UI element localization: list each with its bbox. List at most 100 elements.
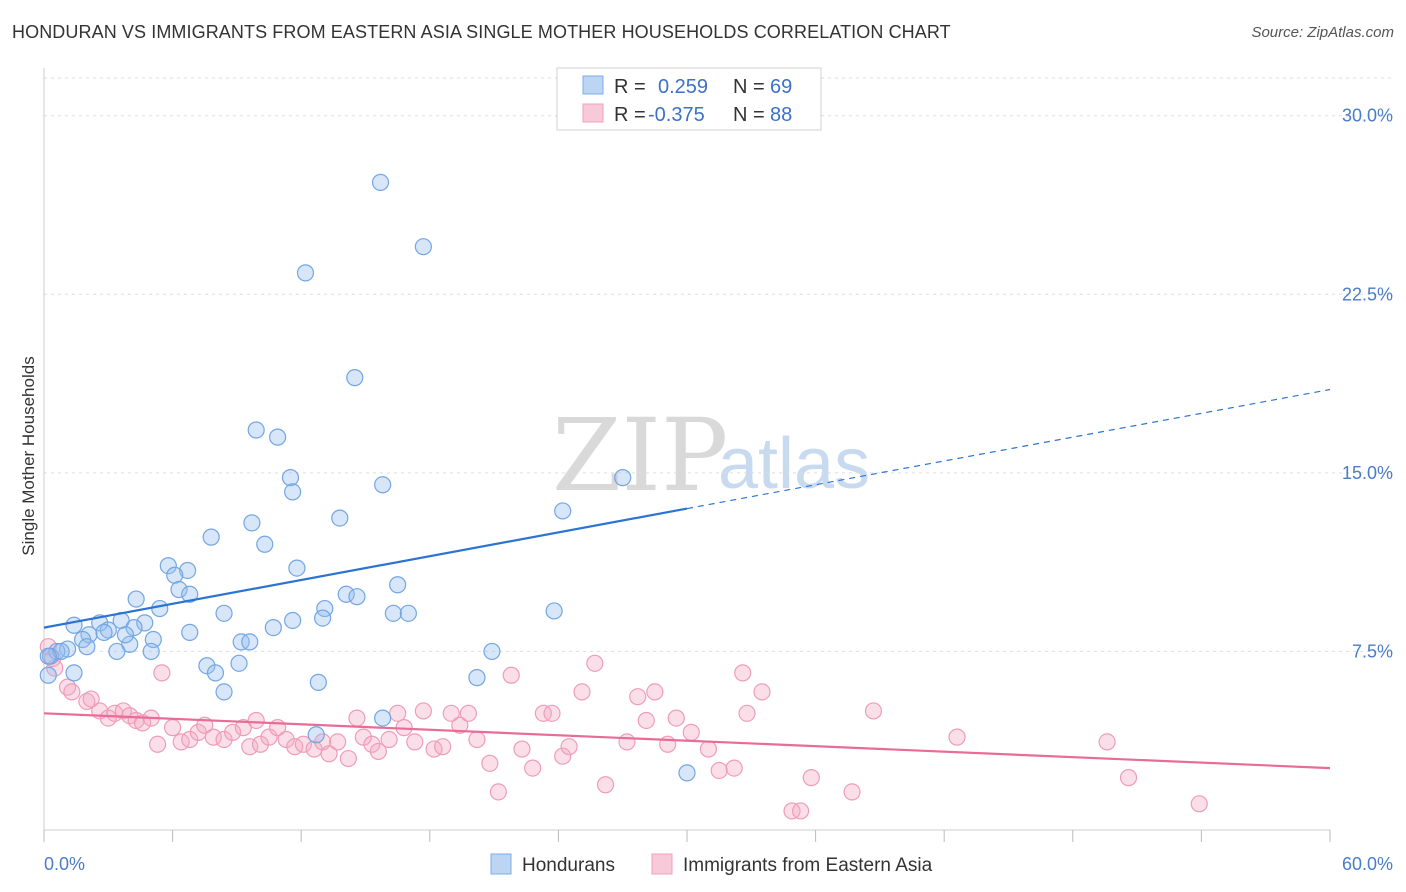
data-point-immigrants bbox=[260, 728, 278, 746]
data-point-immigrants bbox=[63, 683, 81, 701]
data-point-immigrants bbox=[82, 690, 100, 708]
bottom-legend-immigrants: Immigrants from Eastern Asia bbox=[683, 855, 933, 876]
data-point-immigrants bbox=[543, 704, 561, 722]
data-point-hondurans bbox=[52, 642, 70, 661]
trendline-immigrants bbox=[43, 712, 1331, 770]
data-point-immigrants bbox=[224, 723, 242, 741]
data-point-hondurans bbox=[230, 654, 248, 672]
data-point-immigrants bbox=[241, 738, 259, 756]
data-point-hondurans bbox=[389, 576, 407, 594]
gridlines bbox=[44, 77, 1393, 652]
legend-n-label-2: N = bbox=[733, 104, 765, 126]
data-point-immigrants bbox=[699, 740, 718, 758]
data-point-hondurans bbox=[243, 514, 261, 532]
data-point-hondurans bbox=[206, 664, 225, 682]
data-point-hondurans bbox=[39, 647, 57, 665]
data-point-hondurans bbox=[309, 673, 327, 691]
data-point-immigrants bbox=[247, 711, 265, 730]
data-point-immigrants bbox=[354, 728, 372, 746]
trendlines bbox=[43, 388, 1331, 770]
bottom-legend-hondurans: Hondurans bbox=[522, 855, 615, 876]
data-point-hondurans bbox=[346, 369, 364, 387]
legend-n-value-2: 88 bbox=[770, 104, 792, 126]
data-point-immigrants bbox=[791, 802, 810, 820]
bottom-legend-swatch-hondurans bbox=[490, 853, 512, 875]
data-point-immigrants bbox=[864, 702, 883, 720]
data-point-immigrants bbox=[1098, 733, 1116, 751]
data-point-hondurans bbox=[614, 469, 632, 487]
data-point-hondurans bbox=[65, 664, 83, 682]
data-point-immigrants bbox=[369, 742, 387, 761]
data-point-immigrants bbox=[554, 747, 572, 765]
data-point-immigrants bbox=[753, 683, 771, 701]
data-point-hondurans bbox=[374, 709, 392, 727]
data-point-immigrants bbox=[560, 738, 578, 756]
data-point-immigrants bbox=[442, 704, 460, 722]
data-point-immigrants bbox=[389, 704, 407, 722]
data-point-hondurans bbox=[414, 238, 432, 256]
data-point-hondurans bbox=[314, 609, 332, 627]
data-point-immigrants bbox=[434, 738, 452, 756]
data-point-immigrants bbox=[339, 749, 357, 768]
data-point-immigrants bbox=[294, 735, 312, 753]
axes bbox=[43, 68, 1331, 842]
data-point-hondurans bbox=[269, 428, 287, 446]
data-point-hondurans bbox=[281, 469, 300, 487]
data-point-hondurans bbox=[179, 561, 197, 580]
data-point-hondurans bbox=[202, 528, 220, 546]
y-tick-label: 7.5% bbox=[1352, 641, 1393, 661]
source-label: Source: ZipAtlas.com bbox=[1251, 24, 1394, 41]
data-point-hondurans bbox=[256, 535, 274, 553]
data-point-hondurans bbox=[371, 173, 390, 191]
data-point-hondurans bbox=[678, 764, 696, 782]
data-point-immigrants bbox=[948, 728, 966, 746]
series-legend: Hondurans Immigrants from Eastern Asia bbox=[490, 853, 933, 876]
data-point-immigrants bbox=[725, 759, 743, 777]
data-point-hondurans bbox=[288, 559, 306, 577]
data-point-hondurans bbox=[127, 590, 145, 608]
data-point-immigrants bbox=[734, 664, 752, 682]
data-point-hondurans bbox=[65, 616, 83, 634]
data-point-immigrants bbox=[320, 745, 338, 763]
data-point-immigrants bbox=[215, 730, 233, 749]
y-tick-labels: 7.5% 15.0% 22.5% 30.0% bbox=[1342, 106, 1393, 662]
series-hondurans bbox=[39, 173, 696, 782]
x-tick-label-start: 0.0% bbox=[44, 854, 85, 874]
data-point-immigrants bbox=[489, 783, 507, 801]
data-point-immigrants bbox=[524, 759, 542, 777]
data-point-immigrants bbox=[481, 754, 499, 772]
data-point-hondurans bbox=[116, 626, 135, 644]
legend-swatch-hondurans bbox=[582, 75, 604, 95]
data-point-hondurans bbox=[307, 726, 325, 744]
data-point-immigrants bbox=[329, 733, 347, 751]
legend-n-value-1: 69 bbox=[770, 76, 792, 98]
data-point-immigrants bbox=[1190, 795, 1208, 813]
data-point-hondurans bbox=[399, 604, 417, 622]
data-point-hondurans bbox=[136, 614, 154, 632]
trendline-hondurans-projection bbox=[686, 388, 1331, 510]
data-point-hondurans bbox=[181, 585, 199, 603]
data-point-immigrants bbox=[164, 719, 182, 737]
data-point-immigrants bbox=[502, 666, 520, 684]
data-point-hondurans bbox=[39, 666, 57, 684]
data-point-hondurans bbox=[284, 611, 302, 630]
data-point-immigrants bbox=[710, 761, 728, 780]
data-point-immigrants bbox=[348, 709, 366, 727]
data-point-immigrants bbox=[618, 733, 636, 751]
data-point-hondurans bbox=[215, 604, 233, 622]
y-tick-label: 22.5% bbox=[1342, 284, 1393, 304]
data-point-immigrants bbox=[181, 730, 199, 749]
y-tick-label: 15.0% bbox=[1342, 463, 1393, 483]
data-point-hondurans bbox=[545, 602, 563, 620]
data-point-immigrants bbox=[277, 730, 295, 749]
data-point-hondurans bbox=[374, 476, 392, 494]
data-point-hondurans bbox=[331, 509, 349, 527]
data-point-immigrants bbox=[573, 683, 591, 701]
correlation-legend: R = 0.259 N = 69 R = -0.375 N = 88 bbox=[556, 67, 822, 131]
data-point-immigrants bbox=[414, 702, 432, 720]
data-point-hondurans bbox=[483, 642, 501, 661]
data-point-immigrants bbox=[629, 688, 647, 706]
data-point-immigrants bbox=[204, 728, 222, 746]
data-point-hondurans bbox=[142, 642, 160, 661]
